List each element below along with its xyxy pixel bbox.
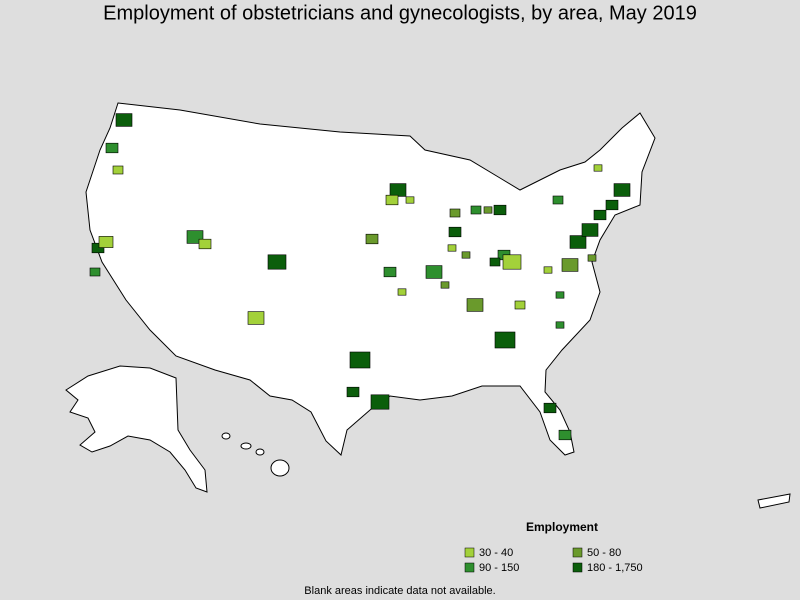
island: [221, 432, 231, 440]
metro-area: [425, 265, 443, 279]
island: [270, 459, 290, 477]
legend-swatch: [464, 547, 475, 558]
metro-area: [470, 205, 482, 215]
metro-area: [483, 206, 493, 214]
map-title: Employment of obstetricians and gynecolo…: [103, 2, 697, 24]
island: [255, 448, 265, 456]
puerto-rico: [757, 493, 791, 509]
metro-area: [466, 298, 484, 312]
metro-area: [448, 226, 462, 238]
metro-area: [543, 402, 557, 414]
island: [240, 442, 252, 450]
metro-area: [605, 199, 619, 211]
metro-area: [489, 257, 501, 267]
metro-area: [593, 209, 607, 221]
metro-area: [115, 113, 133, 127]
legend-swatch: [572, 562, 583, 573]
metro-area: [365, 233, 379, 245]
metro-area: [349, 351, 371, 369]
metro-area: [613, 183, 631, 197]
metro-area: [447, 244, 457, 252]
legend-title: Employment: [526, 520, 598, 534]
legend-swatch: [572, 547, 583, 558]
metro-area: [346, 386, 360, 398]
legend-label: 90 - 150: [479, 562, 519, 574]
legend-label: 180 - 1,750: [587, 562, 643, 574]
metro-area: [198, 238, 212, 250]
metro-area: [461, 251, 471, 259]
metro-area: [370, 394, 390, 410]
metro-area: [493, 204, 507, 216]
metro-area: [405, 196, 415, 204]
metro-area: [91, 242, 105, 254]
legend-label: 30 - 40: [479, 547, 513, 559]
metro-area: [247, 311, 265, 325]
footnote: Blank areas indicate data not available.: [304, 585, 495, 597]
metro-area: [502, 254, 522, 270]
metro-area: [383, 266, 397, 278]
metro-area: [569, 235, 587, 249]
metro-area: [440, 281, 450, 289]
metro-areas: [89, 113, 631, 441]
metro-area: [558, 429, 572, 441]
hawaii: [221, 432, 290, 477]
metro-area: [389, 183, 407, 197]
metro-area: [555, 291, 565, 299]
metro-area: [494, 331, 516, 349]
metro-area: [267, 254, 287, 270]
metro-area: [552, 195, 564, 205]
metro-area: [385, 194, 399, 206]
alaska: [65, 365, 208, 493]
metro-area: [555, 321, 565, 329]
metro-area: [561, 258, 579, 272]
legend-swatch: [464, 562, 475, 573]
legend-label: 50 - 80: [587, 547, 621, 559]
metro-area: [112, 165, 124, 175]
metro-area: [105, 142, 119, 154]
contiguous-us: [85, 102, 656, 456]
metro-area: [587, 254, 597, 262]
metro-area: [593, 164, 603, 172]
legend: 30 - 40 90 - 150 50 - 80 180 - 1,750: [464, 547, 643, 574]
metro-area: [581, 223, 599, 237]
metro-area: [449, 208, 461, 218]
metro-area: [98, 236, 114, 248]
metro-area: [514, 300, 526, 310]
metro-area: [397, 288, 407, 296]
metro-area: [89, 267, 101, 277]
metro-area: [543, 266, 553, 274]
